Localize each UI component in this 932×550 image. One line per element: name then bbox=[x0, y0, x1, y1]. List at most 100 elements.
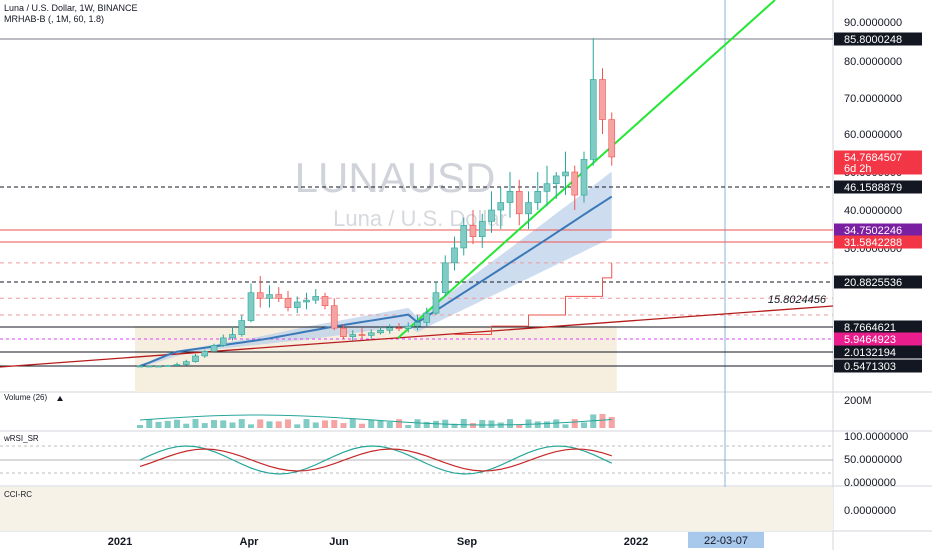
candle-body bbox=[534, 191, 542, 203]
volume-bar bbox=[183, 423, 190, 428]
candle[interactable] bbox=[266, 285, 273, 308]
candle-body bbox=[210, 345, 218, 352]
wrsi-axis-label: 50.0000000 bbox=[844, 454, 902, 466]
price-tag-background bbox=[834, 235, 922, 249]
time-cursor-tag[interactable]: 22-03-07 bbox=[688, 532, 764, 548]
candle[interactable] bbox=[377, 326, 384, 335]
candle[interactable] bbox=[367, 329, 375, 339]
candle[interactable] bbox=[201, 350, 209, 358]
candle[interactable] bbox=[552, 172, 560, 199]
candle[interactable] bbox=[275, 287, 283, 302]
chart-title: Luna / U.S. Dollar, 1W, BINANCE bbox=[4, 3, 138, 13]
candle[interactable] bbox=[312, 288, 320, 304]
candle[interactable] bbox=[543, 165, 551, 207]
volume-bar bbox=[608, 417, 615, 428]
candle[interactable] bbox=[330, 298, 338, 331]
volume-bar bbox=[285, 419, 291, 428]
candle[interactable] bbox=[192, 354, 199, 363]
time-axis-label: 2021 bbox=[108, 536, 132, 548]
candle-body bbox=[589, 79, 597, 160]
candle[interactable] bbox=[256, 275, 264, 308]
candle[interactable] bbox=[386, 324, 394, 334]
volume-bar bbox=[534, 421, 541, 428]
price-axis-tag[interactable]: 34.7502246 bbox=[834, 223, 922, 237]
candle-body bbox=[580, 159, 588, 196]
candle-body bbox=[321, 296, 329, 307]
candle[interactable] bbox=[136, 365, 144, 368]
candle[interactable] bbox=[321, 292, 329, 310]
candle[interactable] bbox=[460, 217, 468, 256]
candle[interactable] bbox=[580, 151, 588, 203]
candle[interactable] bbox=[478, 213, 486, 248]
candle-body bbox=[201, 351, 209, 357]
candle[interactable] bbox=[173, 362, 181, 366]
price-tag-background bbox=[834, 320, 922, 334]
candle-body bbox=[358, 334, 366, 336]
volume-bar bbox=[248, 424, 254, 428]
candle[interactable] bbox=[247, 283, 255, 323]
candle[interactable] bbox=[608, 112, 616, 166]
candle[interactable] bbox=[562, 151, 569, 196]
candle[interactable] bbox=[423, 307, 431, 327]
price-tick-label: 90.0000000 bbox=[844, 17, 902, 29]
candle[interactable] bbox=[515, 179, 523, 226]
candle[interactable] bbox=[599, 68, 606, 134]
volume-bar bbox=[146, 419, 153, 428]
candle[interactable] bbox=[155, 365, 162, 368]
price-tag-value: 20.8825536 bbox=[844, 277, 902, 289]
candle[interactable] bbox=[229, 326, 236, 341]
candle[interactable] bbox=[395, 323, 403, 332]
price-axis-tag[interactable]: 46.1588879 bbox=[834, 180, 922, 195]
candle[interactable] bbox=[219, 334, 227, 347]
candle[interactable] bbox=[210, 343, 218, 353]
candle[interactable] bbox=[432, 281, 440, 315]
price-axis-tag[interactable]: 2.0132194 bbox=[834, 345, 922, 359]
candle[interactable] bbox=[303, 292, 310, 310]
price-axis-tag[interactable]: 85.8000248 bbox=[834, 32, 922, 46]
volume-bar bbox=[571, 419, 578, 428]
wrsi-axis-label: 100.0000000 bbox=[844, 431, 908, 443]
candle[interactable] bbox=[182, 359, 190, 366]
candle[interactable] bbox=[497, 187, 505, 230]
volume-bar bbox=[164, 420, 171, 428]
price-tag-value: 34.7502246 bbox=[844, 225, 902, 237]
collapse-volume-icon[interactable] bbox=[57, 396, 63, 401]
candle[interactable] bbox=[506, 172, 514, 218]
price-tag-value: 8.7664621 bbox=[844, 322, 896, 334]
candle-body bbox=[506, 191, 514, 203]
price-axis-tag[interactable]: 5.9464923 bbox=[834, 332, 922, 347]
price-axis-tag[interactable]: 20.8825536 bbox=[834, 275, 922, 290]
candle[interactable] bbox=[284, 290, 292, 312]
indicator-legend: MRHAB-B (, 1M, 60, 1.8) bbox=[4, 14, 105, 24]
candle[interactable] bbox=[589, 38, 597, 166]
candle[interactable] bbox=[451, 236, 458, 271]
price-tag-value: 46.1588879 bbox=[844, 182, 902, 194]
long-trendline[interactable] bbox=[0, 305, 834, 368]
candle[interactable] bbox=[293, 296, 301, 314]
candle[interactable] bbox=[164, 365, 172, 367]
candle[interactable] bbox=[145, 365, 153, 368]
candle[interactable] bbox=[534, 172, 542, 210]
candle[interactable] bbox=[414, 314, 421, 331]
candle[interactable] bbox=[340, 324, 347, 340]
candle[interactable] bbox=[349, 330, 357, 341]
volume-bar bbox=[525, 419, 532, 428]
volume-bar bbox=[507, 419, 513, 428]
price-axis-tag[interactable]: 0.5471303 bbox=[834, 359, 922, 373]
candle[interactable] bbox=[238, 314, 246, 337]
candle[interactable] bbox=[571, 165, 579, 210]
price-axis-tag[interactable]: 31.5842288 bbox=[834, 235, 922, 249]
candle-body bbox=[145, 365, 153, 368]
volume-bar bbox=[322, 420, 328, 428]
volume-pane-label: Volume (26) bbox=[4, 393, 47, 402]
candle[interactable] bbox=[488, 191, 495, 233]
candle[interactable] bbox=[441, 255, 449, 297]
candle[interactable] bbox=[404, 322, 412, 333]
candle[interactable] bbox=[358, 328, 366, 339]
candle[interactable] bbox=[469, 210, 477, 245]
candle[interactable] bbox=[525, 191, 532, 230]
wrsi-pane-label: wRSI_SR bbox=[3, 434, 39, 443]
price-axis-tag[interactable]: 8.7664621 bbox=[834, 320, 922, 335]
